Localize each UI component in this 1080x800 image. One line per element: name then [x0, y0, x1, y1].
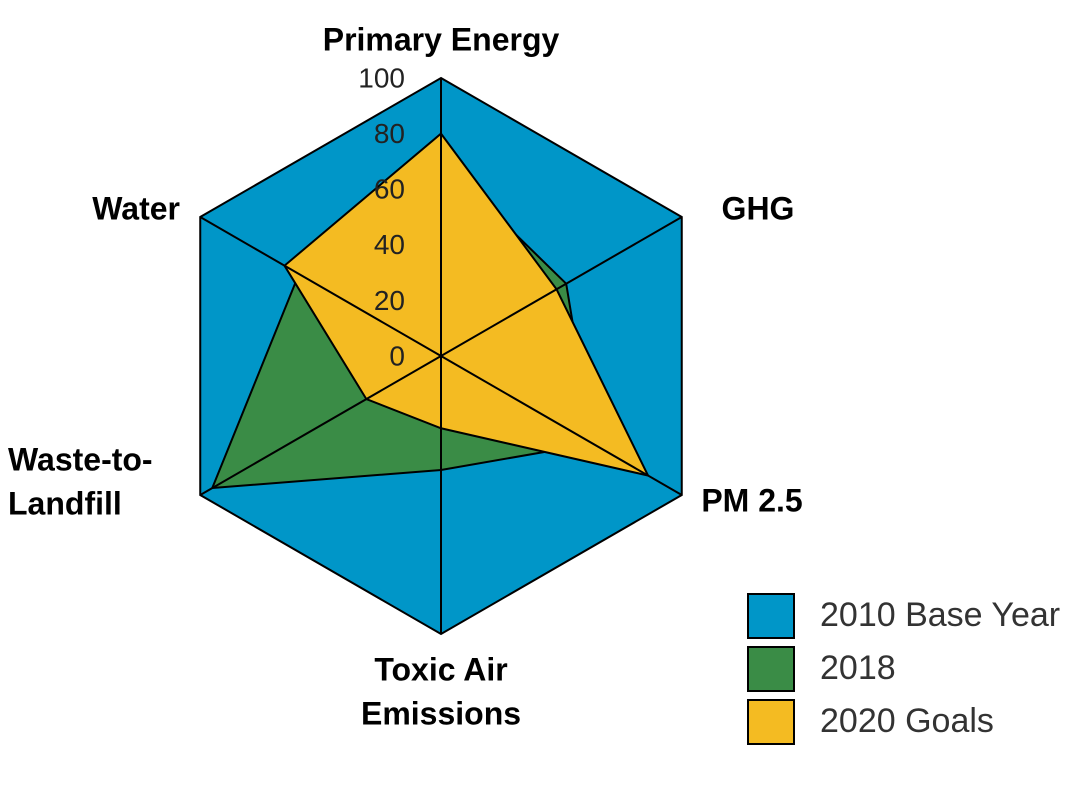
- axis-line: [440, 216, 683, 357]
- tick-label: 100: [358, 62, 405, 93]
- legend-label: 2018: [820, 649, 896, 687]
- category-label: Landfill: [8, 485, 122, 521]
- tick-label: 60: [374, 174, 405, 205]
- legend-swatch: [747, 699, 795, 745]
- tick-label: 80: [374, 118, 405, 149]
- legend-label: 2020 Goals: [820, 702, 994, 740]
- category-label: Waste-to-: [8, 441, 153, 477]
- axis-line: [199, 216, 442, 357]
- tick-label: 20: [374, 285, 405, 316]
- axis-line: [199, 355, 442, 496]
- axis-line: [440, 355, 683, 496]
- category-label: PM 2.5: [701, 482, 802, 518]
- legend-label: 2010 Base Year: [820, 596, 1060, 634]
- tick-label: 40: [374, 229, 405, 260]
- category-label: Emissions: [361, 695, 521, 731]
- legend-swatch: [747, 593, 795, 639]
- category-label: Primary Energy: [323, 21, 560, 57]
- category-label: GHG: [722, 190, 795, 226]
- category-label: Water: [92, 190, 180, 226]
- tick-label: 0: [389, 340, 405, 371]
- category-label: Toxic Air: [374, 651, 507, 687]
- legend-swatch: [747, 646, 795, 692]
